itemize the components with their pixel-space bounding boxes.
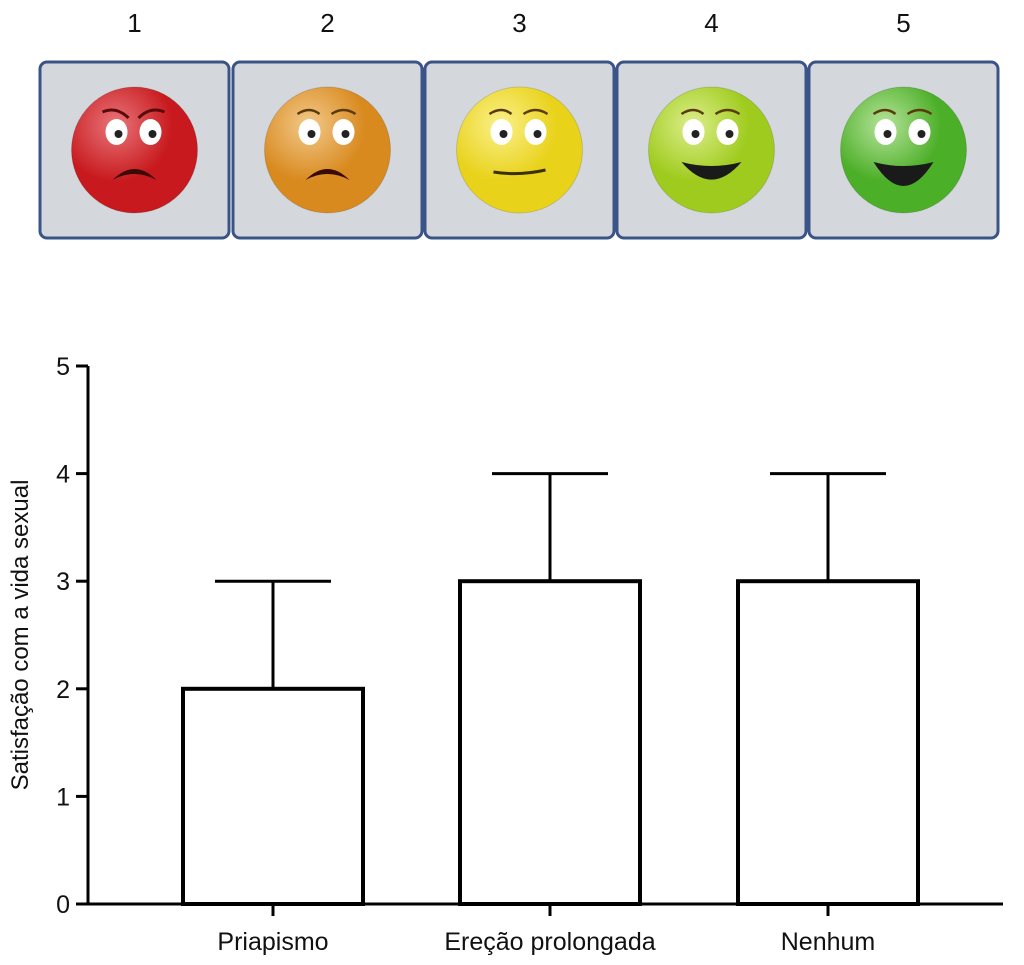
- y-tick-label: 0: [56, 891, 70, 919]
- y-tick-label: 1: [56, 783, 70, 811]
- x-tick-label: Ereção prolongada: [444, 928, 655, 956]
- y-tick-label: 2: [56, 676, 70, 704]
- scale-number: 2: [320, 8, 334, 38]
- sad-face-icon: [264, 86, 391, 214]
- neutral-face-icon: [456, 86, 583, 214]
- x-tick-label: Nenhum: [781, 928, 876, 956]
- bar-priapismo: [181, 686, 365, 906]
- bar-chart: 0 1 2 3 4 5 Satisfação com a vida sexual Priapi…: [7, 353, 1003, 956]
- scale-number: 3: [512, 8, 526, 38]
- y-tick-label: 5: [56, 353, 70, 381]
- very-happy-face-icon: [840, 86, 967, 214]
- y-tick-label: 4: [56, 461, 70, 489]
- y-axis-label: Satisfação com a vida sexual: [7, 480, 34, 791]
- happy-face-icon: [648, 86, 775, 214]
- scale-number: 4: [704, 8, 718, 38]
- scale-item-5: 5: [807, 8, 1000, 240]
- bar-ereção-prolongada: [458, 579, 642, 906]
- scale-number: 1: [127, 8, 141, 38]
- x-tick-label: Priapismo: [217, 928, 328, 956]
- y-tick-label: 3: [56, 568, 70, 596]
- angry-face-icon: [71, 86, 198, 214]
- bar-nenhum: [736, 579, 920, 906]
- scale-item-4: 4: [615, 8, 808, 240]
- scale-item-1: 1: [38, 8, 231, 240]
- satisfaction-scale: 1 2 3 4 5: [38, 8, 1000, 240]
- scale-item-3: 3: [423, 8, 616, 240]
- scale-item-2: 2: [231, 8, 424, 240]
- scale-number: 5: [896, 8, 910, 38]
